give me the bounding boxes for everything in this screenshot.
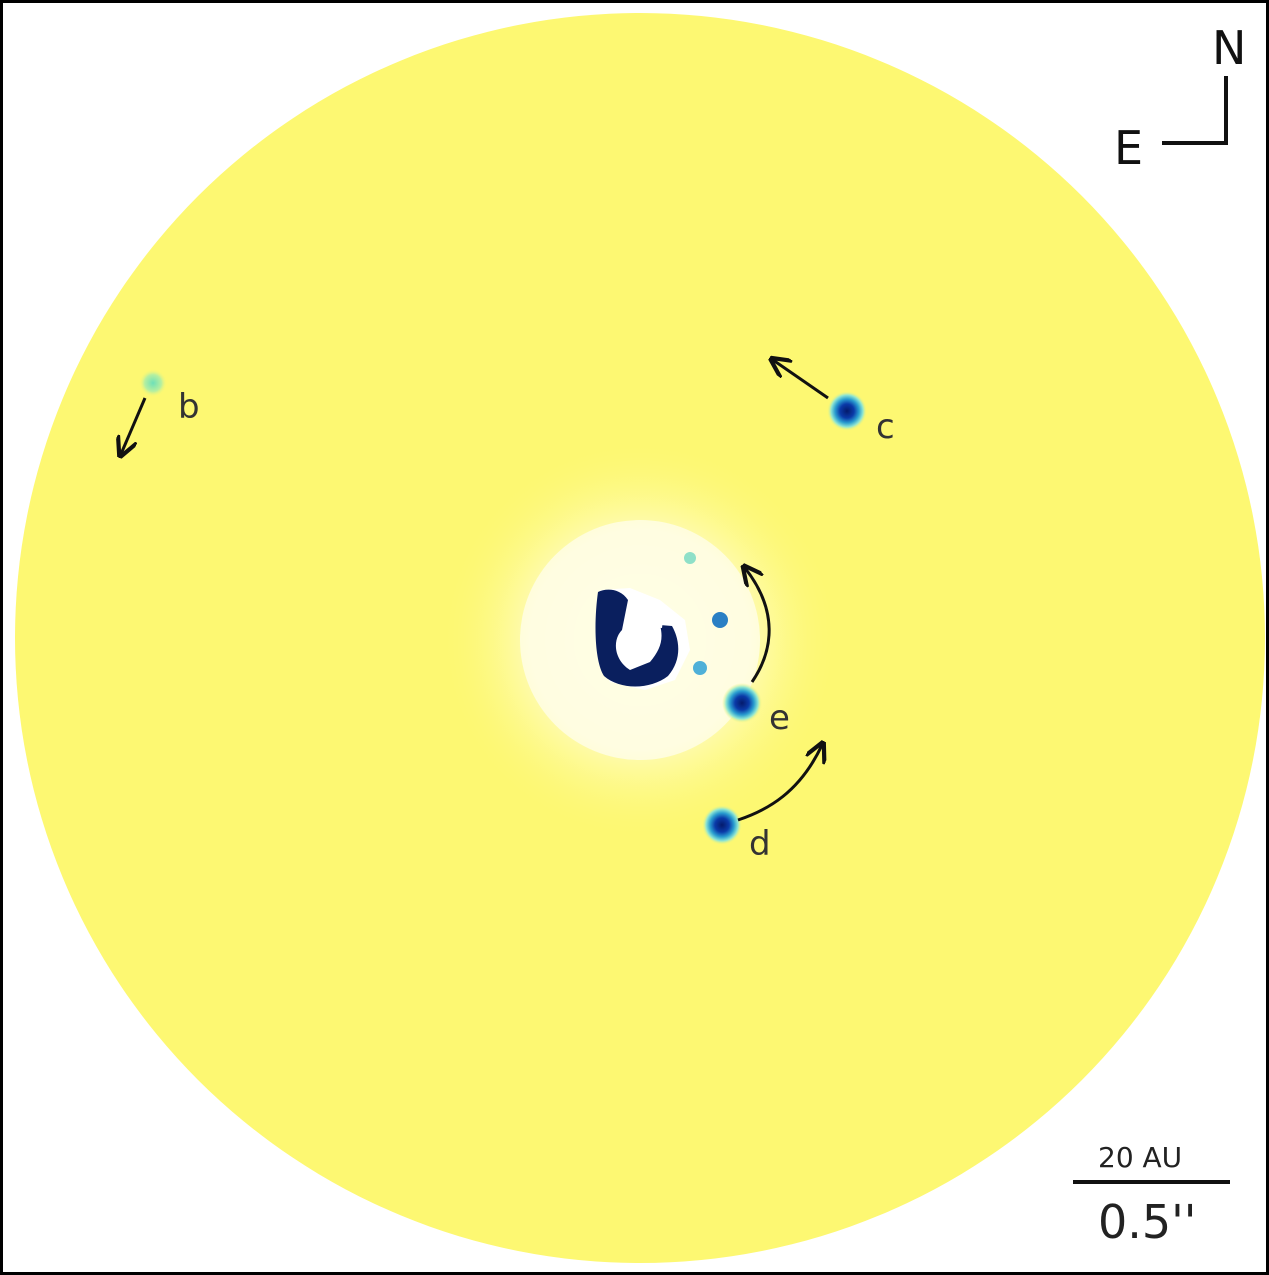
planet-d-motion-arrow bbox=[737, 745, 822, 822]
planet-b-label: b bbox=[178, 387, 200, 427]
planet-d-spot bbox=[702, 805, 742, 845]
compass-north-label: N bbox=[1212, 21, 1246, 75]
planet-c-label: c bbox=[876, 407, 895, 447]
compass-arrows bbox=[1162, 76, 1228, 145]
planet-e-spot bbox=[722, 683, 762, 723]
stellar-residual bbox=[440, 440, 840, 840]
compass: N E bbox=[1114, 21, 1246, 175]
compass-east-label: E bbox=[1114, 121, 1143, 175]
scale-bar-arcsec-label: 0.5'' bbox=[1098, 1195, 1196, 1249]
planet-c-spot bbox=[827, 391, 867, 431]
planet-e bbox=[722, 683, 762, 723]
planet-e-label: e bbox=[769, 698, 790, 738]
scale-bar: 20 AU 0.5'' bbox=[1073, 1141, 1230, 1249]
planet-c-motion-arrow bbox=[773, 360, 829, 400]
planet-e-motion-arrow bbox=[745, 568, 771, 683]
planet-b bbox=[139, 369, 167, 397]
planet-b-spot bbox=[139, 369, 167, 397]
planet-b-motion-arrow bbox=[121, 397, 147, 454]
planet-c bbox=[827, 391, 867, 431]
planet-d-label: d bbox=[749, 824, 771, 864]
scale-bar-au-label: 20 AU bbox=[1098, 1141, 1182, 1174]
planet-d bbox=[702, 805, 742, 845]
